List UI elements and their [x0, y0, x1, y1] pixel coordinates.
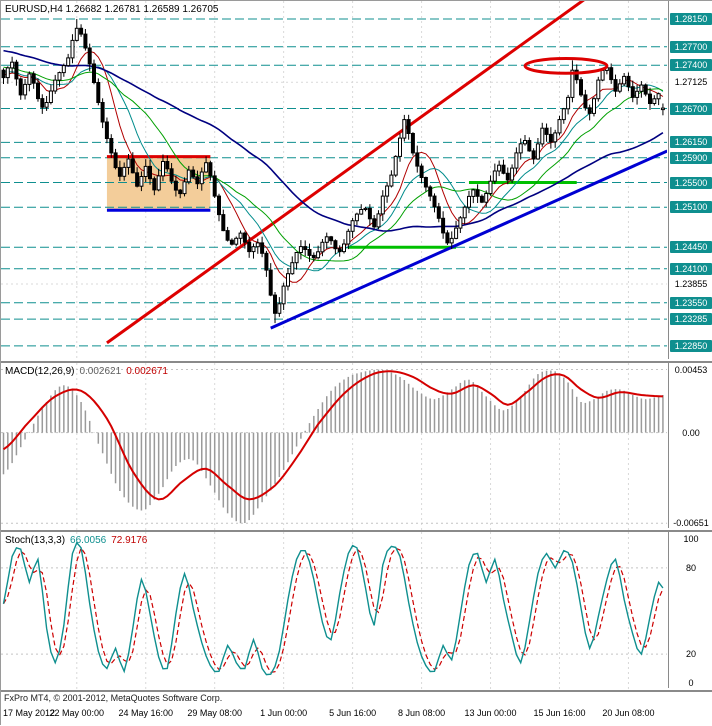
ma-50: [3, 49, 664, 232]
macd-axis[interactable]: 0.00453 0.00 -0.00651: [668, 363, 712, 528]
stoch-axis-label: 20: [685, 649, 696, 659]
time-label: 17 May 2012: [3, 708, 56, 718]
time-axis[interactable]: FxPro MT4, © 2001-2012, MetaQuotes Softw…: [1, 692, 712, 726]
price-axis-label: 1.23855: [674, 279, 708, 289]
price-level-label: 1.23550: [670, 297, 712, 309]
candles: [1, 19, 665, 324]
stoch-value-main: 66.0056: [70, 535, 107, 546]
time-label: 1 Jun 00:00: [260, 708, 308, 718]
stoch-signal-line: [2, 546, 664, 674]
ascending-support-trendline: [270, 149, 667, 330]
price-axis-label: 1.27125: [674, 77, 708, 87]
stoch-axis-label: 80: [685, 563, 696, 573]
ma-13: [3, 66, 664, 272]
stoch-name: Stoch(13,3,3): [5, 535, 66, 546]
macd-value-main: 0.002621: [79, 366, 122, 377]
price-chart-panel: 1.28150 1.27700 1.27400 1.26700 1.26150 1.259…: [1, 1, 712, 363]
ma-21: [3, 66, 664, 262]
stoch-label: Stoch(13,3,3) 66.0056 72.9176: [5, 535, 147, 546]
time-label: 13 Jun 00:00: [464, 708, 517, 718]
stochastic-panel: 100 80 20 0 Stoch(13,3,3) 66.0056 72.9176: [1, 532, 712, 692]
stochastic-chart[interactable]: [1, 532, 667, 690]
price-level-label: 1.28150: [670, 13, 712, 25]
price-level-label: 1.25900: [670, 152, 712, 164]
macd-label: MACD(12,26,9) 0.002621 0.002671: [5, 366, 168, 377]
chart-title-text: EURUSD,H4 1.26682 1.26781 1.26589 1.2670…: [5, 4, 219, 15]
price-level-label: 1.22850: [670, 340, 712, 352]
time-label: 22 May 00:00: [49, 708, 105, 718]
price-level-label: 1.26150: [670, 136, 712, 148]
price-level-label: 1.23285: [670, 313, 712, 325]
price-level-label: 1.25100: [670, 201, 712, 213]
stoch-value-signal: 72.9176: [111, 535, 148, 546]
time-label: 29 May 08:00: [187, 708, 242, 718]
time-label: 20 Jun 08:00: [602, 708, 655, 718]
price-level-label: 1.27400: [670, 59, 712, 71]
time-label: 5 Jun 16:00: [329, 708, 377, 718]
time-label: 24 May 16:00: [118, 708, 173, 718]
ma-8: [3, 50, 664, 283]
macd-chart[interactable]: [1, 363, 667, 530]
stoch-axis-label: 100: [683, 534, 699, 544]
stoch-main-line: [2, 541, 664, 676]
macd-histogram: [2, 369, 664, 524]
chart-title: EURUSD,H4 1.26682 1.26781 1.26589 1.2670…: [5, 4, 219, 15]
macd-axis-label: -0.00651: [673, 518, 709, 528]
price-level-label: 1.27700: [670, 41, 712, 53]
price-axis[interactable]: 1.28150 1.27700 1.27400 1.26700 1.26150 1.259…: [668, 1, 712, 359]
macd-axis-label: 0.00453: [674, 365, 708, 375]
price-level-label: 1.24450: [670, 241, 712, 253]
macd-panel: 0.00453 0.00 -0.00651 MACD(12,26,9) 0.00262…: [1, 363, 712, 532]
time-label: 8 Jun 08:00: [398, 708, 446, 718]
macd-name: MACD(12,26,9): [5, 366, 75, 377]
macd-value-signal: 0.002671: [126, 366, 168, 377]
price-chart[interactable]: [1, 1, 667, 361]
price-level-label: 1.25500: [670, 177, 712, 189]
highlight-ellipse: [523, 57, 609, 75]
macd-axis-label: 0.00: [682, 428, 700, 438]
price-level-label: 1.24100: [670, 263, 712, 275]
stoch-axis-label: 0: [688, 678, 694, 688]
ascending-resistance-trendline: [106, 1, 585, 345]
time-label: 15 Jun 16:00: [533, 708, 586, 718]
copyright-text: FxPro MT4, © 2001-2012, MetaQuotes Softw…: [4, 693, 223, 703]
price-level-label: 1.26700: [670, 103, 712, 115]
stochastic-axis[interactable]: 100 80 20 0: [668, 532, 712, 688]
macd-signal-line: [2, 370, 663, 501]
